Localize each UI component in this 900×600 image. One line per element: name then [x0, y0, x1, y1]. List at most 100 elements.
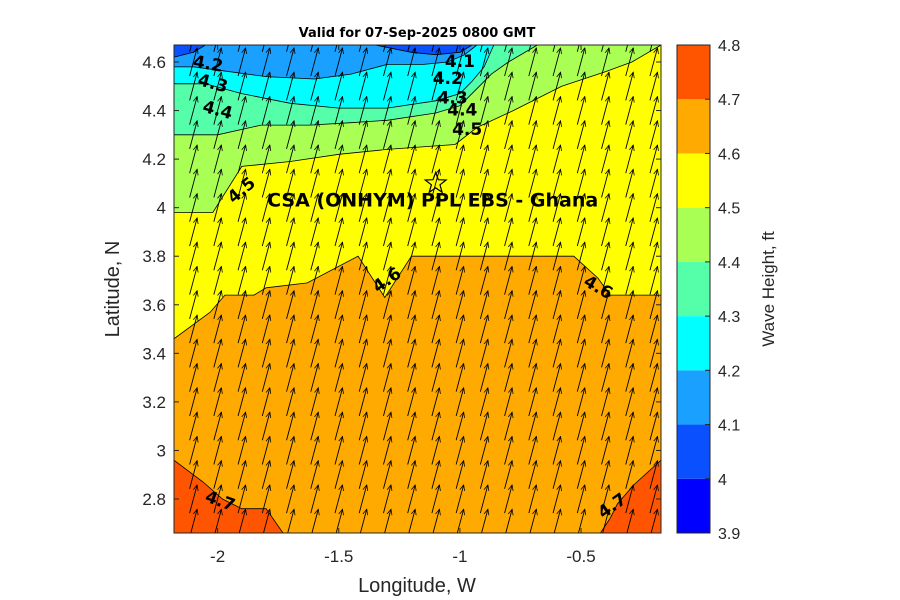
- vector-arrow: [213, 339, 222, 368]
- vector-arrow: [552, 364, 561, 392]
- vector-arrow: [383, 266, 391, 295]
- vector-arrow: [165, 242, 173, 270]
- contour-label: 4.3: [438, 88, 468, 108]
- vector-arrow: [334, 96, 343, 125]
- vector-arrow: [189, 364, 198, 392]
- vector-arrow: [504, 315, 513, 344]
- vector-arrow: [576, 145, 585, 174]
- vector-arrow: [552, 461, 561, 489]
- vector-arrow: [237, 339, 246, 368]
- vector-arrow: [383, 242, 391, 271]
- vector-arrow: [237, 96, 246, 125]
- vector-arrow: [261, 388, 270, 417]
- vector-arrow: [455, 145, 464, 174]
- y-tick-label: 3: [157, 441, 166, 460]
- vector-arrow: [601, 266, 610, 295]
- vector-arrow: [455, 339, 464, 368]
- vector-arrow: [552, 412, 561, 441]
- vector-arrow: [601, 315, 610, 344]
- vector-arrow: [625, 412, 634, 441]
- vector-arrow: [649, 45, 653, 52]
- vector-arrow: [358, 461, 367, 489]
- vector-arrow: [576, 436, 585, 465]
- vector-arrow: [383, 96, 391, 125]
- vector-arrow: [528, 169, 537, 198]
- vector-arrow: [479, 412, 488, 441]
- vector-arrow: [552, 194, 561, 222]
- vector-arrow: [479, 72, 488, 101]
- vector-arrow: [189, 291, 198, 319]
- vector-arrow: [479, 461, 488, 489]
- vector-arrow: [213, 96, 222, 125]
- vector-arrow: [601, 145, 610, 174]
- vector-arrow: [504, 339, 513, 368]
- vector-arrow: [504, 218, 513, 247]
- vector-arrow: [479, 291, 488, 319]
- colorbar-swatch: [677, 478, 710, 533]
- vector-arrow: [504, 412, 513, 441]
- vector-arrow: [261, 291, 270, 319]
- vector-arrow: [552, 45, 556, 52]
- vector-arrow: [286, 461, 295, 489]
- vector-arrow: [528, 242, 537, 271]
- vector-arrow: [165, 266, 173, 294]
- contour-label: 4.5: [452, 120, 482, 140]
- chart-title: Valid for 07-Sep-2025 0800 GMT: [299, 26, 536, 41]
- vector-arrow: [649, 315, 658, 344]
- vector-arrow: [407, 412, 416, 441]
- vector-arrow: [649, 96, 658, 125]
- colorbar-swatch: [677, 424, 710, 479]
- vector-arrow: [358, 315, 367, 344]
- vector-arrow: [649, 485, 658, 514]
- vector-arrow: [165, 96, 173, 124]
- vector-arrow: [165, 388, 173, 416]
- colorbar-swatch: [677, 153, 710, 208]
- vector-arrow: [601, 169, 610, 198]
- vector-arrow: [479, 436, 488, 465]
- vector-arrow: [237, 169, 246, 198]
- vector-arrow: [552, 315, 561, 344]
- vector-arrow: [213, 266, 222, 295]
- vector-arrow: [504, 72, 513, 101]
- vector-arrow: [334, 436, 343, 465]
- vector-arrow: [334, 145, 343, 174]
- x-tick-label: -2: [210, 547, 225, 566]
- y-tick-label: 3.4: [142, 344, 166, 363]
- vector-arrow: [286, 194, 295, 222]
- y-tick-label: 3.2: [142, 393, 166, 412]
- vector-arrow: [261, 339, 270, 368]
- vector-arrow: [455, 412, 464, 441]
- y-tick-label: 4.2: [142, 150, 166, 169]
- vector-arrow: [625, 194, 634, 222]
- vector-arrow: [237, 315, 246, 344]
- vector-arrow: [189, 145, 198, 174]
- vector-arrow: [601, 242, 610, 271]
- y-tick-label: 4.6: [142, 53, 166, 72]
- vector-arrow: [383, 485, 391, 514]
- vector-arrow: [358, 194, 367, 222]
- vector-arrow: [358, 388, 367, 417]
- vector-arrow: [383, 72, 391, 101]
- vector-arrow: [165, 48, 173, 76]
- vector-arrow: [407, 388, 416, 417]
- vector-arrow: [189, 461, 198, 489]
- vector-arrow: [189, 45, 192, 52]
- vector-arrow: [261, 145, 270, 174]
- vector-arrow: [552, 96, 561, 125]
- vector-arrow: [455, 96, 464, 125]
- vector-arrow: [261, 194, 270, 222]
- vector-arrow: [552, 169, 561, 198]
- vector-arrow: [261, 315, 270, 344]
- x-tick-label: -0.5: [566, 547, 595, 566]
- vector-arrow: [601, 339, 610, 368]
- vector-arrow: [649, 121, 658, 150]
- vector-arrow: [165, 24, 173, 52]
- vector-arrow: [189, 266, 198, 295]
- colorbar-tick-label: 4.1: [718, 418, 740, 435]
- vector-arrow: [261, 169, 270, 198]
- vector-arrow: [358, 412, 367, 441]
- vector-arrow: [310, 291, 319, 319]
- vector-arrow: [310, 48, 319, 77]
- vector-arrow: [213, 145, 222, 174]
- vector-arrow: [237, 388, 246, 417]
